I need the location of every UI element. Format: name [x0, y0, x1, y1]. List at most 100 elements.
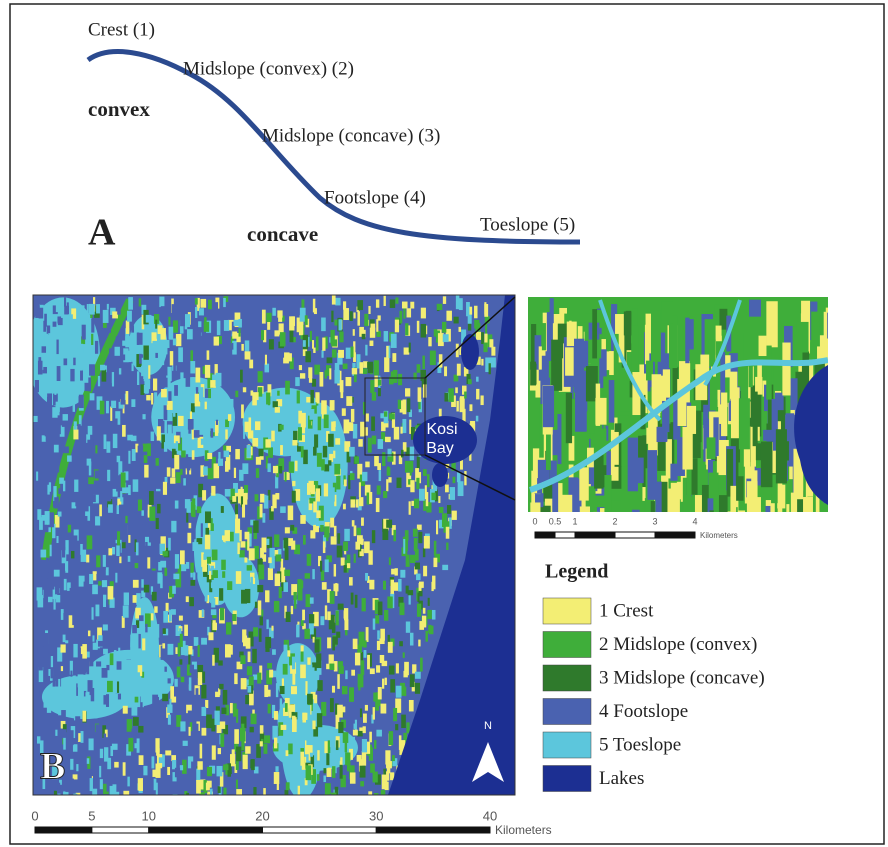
terrain	[292, 316, 296, 326]
position-label: Toeslope (5)	[480, 214, 575, 235]
terrain	[208, 468, 214, 479]
terrain	[93, 571, 97, 580]
terrain	[142, 638, 145, 650]
terrain	[491, 347, 495, 356]
terrain	[234, 468, 236, 478]
terrain	[332, 748, 336, 757]
terrain	[211, 598, 215, 607]
terrain	[176, 441, 178, 451]
terrain	[89, 461, 91, 475]
terrain	[371, 416, 375, 430]
terrain	[373, 771, 378, 782]
terrain	[56, 608, 60, 621]
terrain	[353, 329, 355, 336]
terrain	[330, 518, 334, 528]
terrain	[404, 687, 406, 696]
terrain	[442, 565, 448, 570]
terrain	[389, 666, 395, 675]
terrain	[304, 629, 309, 639]
terrain	[452, 511, 457, 520]
terrain	[192, 542, 198, 551]
terrain	[87, 304, 89, 314]
terrain	[83, 497, 88, 512]
terrain	[399, 641, 403, 646]
terrain	[117, 601, 121, 607]
terrain	[275, 554, 281, 561]
terrain	[90, 393, 95, 400]
terrain	[363, 714, 367, 723]
terrain	[137, 333, 143, 345]
terrain	[410, 555, 415, 563]
terrain	[158, 325, 163, 334]
terrain	[71, 551, 74, 558]
terrain	[104, 747, 108, 761]
terrain	[87, 758, 90, 764]
terrain	[225, 461, 229, 472]
legend-label: 2 Midslope (convex)	[599, 634, 757, 655]
terrain	[112, 547, 115, 554]
terrain	[145, 542, 147, 552]
terrain	[387, 764, 390, 774]
terrain	[259, 628, 262, 641]
terrain	[67, 302, 69, 308]
terrain	[217, 321, 221, 335]
panel-label: A	[88, 212, 116, 254]
terrain	[484, 304, 488, 317]
terrain	[457, 364, 461, 376]
terrain	[145, 624, 147, 632]
terrain	[299, 365, 302, 370]
terrain	[161, 355, 164, 365]
terrain	[212, 570, 217, 578]
terrain	[334, 564, 336, 576]
terrain	[134, 743, 138, 748]
terrain	[647, 450, 657, 500]
terrain	[197, 761, 202, 770]
terrain	[448, 388, 454, 402]
terrain	[174, 679, 177, 687]
terrain	[393, 708, 397, 721]
terrain	[584, 341, 589, 368]
terrain	[331, 339, 337, 346]
terrain	[288, 353, 291, 361]
terrain	[260, 725, 264, 733]
terrain	[37, 634, 43, 646]
terrain	[143, 372, 146, 379]
terrain	[317, 713, 322, 727]
terrain	[321, 318, 326, 332]
terrain	[61, 729, 66, 738]
terrain	[132, 625, 137, 633]
terrain	[117, 531, 120, 545]
terrain	[268, 557, 271, 563]
terrain	[155, 764, 160, 778]
terrain	[251, 714, 257, 725]
terrain	[384, 411, 387, 416]
terrain	[354, 525, 357, 536]
terrain	[95, 455, 99, 469]
terrain	[173, 338, 176, 345]
terrain	[117, 308, 120, 315]
terrain	[424, 536, 430, 549]
terrain	[362, 472, 367, 481]
terrain	[131, 325, 134, 332]
terrain	[375, 615, 379, 623]
terrain	[189, 727, 191, 736]
terrain	[198, 327, 203, 332]
terrain	[423, 548, 425, 557]
terrain	[54, 497, 59, 508]
terrain	[100, 749, 103, 758]
terrain	[288, 506, 294, 521]
terrain	[74, 480, 78, 492]
terrain	[357, 311, 360, 326]
terrain	[802, 351, 809, 387]
terrain	[195, 341, 199, 356]
terrain	[317, 750, 319, 760]
terrain	[202, 672, 205, 683]
terrain	[369, 492, 372, 504]
terrain	[139, 755, 144, 765]
terrain	[427, 474, 430, 487]
terrain	[117, 456, 120, 462]
terrain	[154, 779, 157, 791]
convex-label: convex	[88, 97, 150, 121]
terrain	[365, 345, 367, 356]
terrain	[464, 471, 466, 485]
